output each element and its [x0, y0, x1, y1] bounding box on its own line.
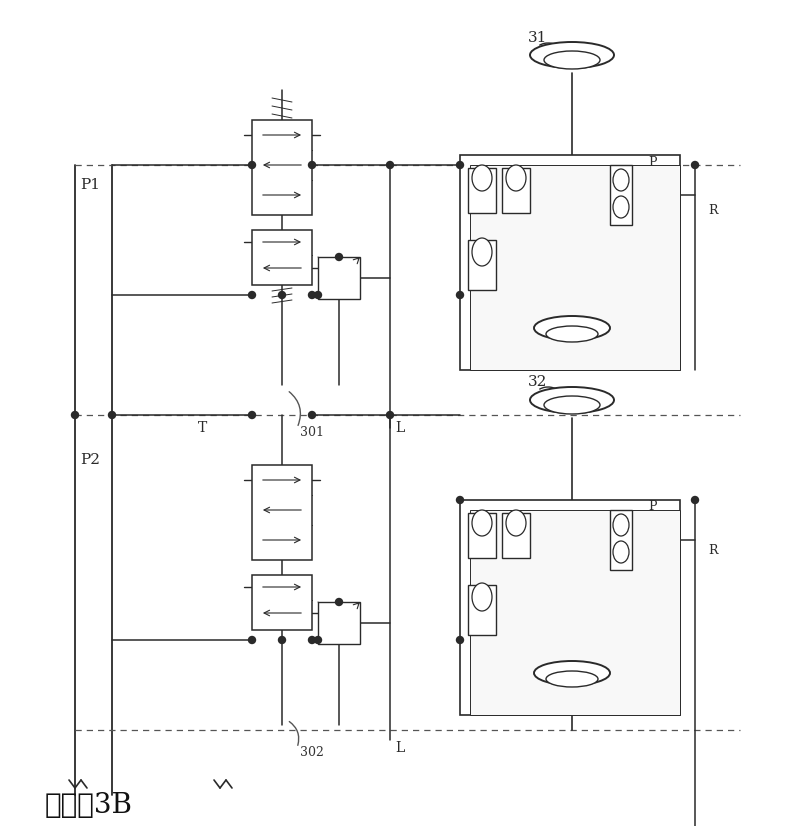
Circle shape	[335, 599, 342, 605]
Circle shape	[457, 637, 463, 643]
Ellipse shape	[530, 42, 614, 68]
Circle shape	[691, 496, 698, 504]
Circle shape	[278, 292, 286, 298]
FancyArrowPatch shape	[289, 392, 301, 425]
Text: 301: 301	[300, 425, 324, 439]
Text: R: R	[708, 544, 718, 557]
Ellipse shape	[613, 169, 629, 191]
Bar	[502, 168, 530, 213]
Ellipse shape	[472, 510, 492, 536]
Ellipse shape	[534, 661, 610, 685]
Bar	[252, 230, 312, 285]
Circle shape	[249, 637, 255, 643]
Bar	[252, 120, 312, 215]
Circle shape	[249, 411, 255, 419]
Circle shape	[71, 411, 78, 419]
Text: P1: P1	[80, 178, 100, 192]
Text: R: R	[708, 203, 718, 216]
Ellipse shape	[544, 396, 600, 414]
Bar	[502, 513, 530, 558]
Circle shape	[314, 637, 322, 643]
Bar	[468, 240, 496, 290]
Circle shape	[309, 637, 315, 643]
Bar	[610, 510, 632, 570]
Bar	[468, 585, 496, 635]
Ellipse shape	[472, 583, 492, 611]
Ellipse shape	[613, 196, 629, 218]
Circle shape	[457, 162, 463, 169]
Bar	[252, 575, 312, 630]
Ellipse shape	[546, 671, 598, 687]
Circle shape	[386, 162, 394, 169]
Ellipse shape	[506, 510, 526, 536]
Text: 31: 31	[528, 31, 547, 45]
Circle shape	[386, 411, 394, 419]
Ellipse shape	[506, 165, 526, 191]
Circle shape	[691, 162, 698, 169]
Bar	[460, 500, 680, 715]
Circle shape	[309, 162, 315, 169]
Bar	[468, 513, 496, 558]
Circle shape	[109, 411, 115, 419]
Text: 32: 32	[528, 375, 547, 389]
Circle shape	[278, 637, 286, 643]
Circle shape	[309, 292, 315, 298]
Text: P: P	[648, 155, 657, 169]
Bar	[470, 165, 680, 370]
Bar	[252, 465, 312, 560]
Bar	[470, 510, 680, 715]
Circle shape	[335, 254, 342, 260]
Ellipse shape	[530, 387, 614, 413]
Text: L: L	[395, 741, 404, 755]
Ellipse shape	[613, 514, 629, 536]
Ellipse shape	[472, 238, 492, 266]
Text: T: T	[198, 421, 207, 435]
Text: P: P	[648, 501, 657, 514]
Ellipse shape	[546, 326, 598, 342]
Circle shape	[457, 292, 463, 298]
Bar	[318, 257, 360, 299]
Circle shape	[314, 292, 322, 298]
Bar	[460, 155, 680, 370]
Circle shape	[249, 292, 255, 298]
Ellipse shape	[544, 51, 600, 69]
Bar	[318, 602, 360, 644]
Ellipse shape	[472, 165, 492, 191]
Ellipse shape	[534, 316, 610, 340]
FancyArrowPatch shape	[290, 722, 298, 745]
Text: L: L	[395, 421, 404, 435]
Circle shape	[309, 411, 315, 419]
Text: P2: P2	[80, 453, 100, 467]
Ellipse shape	[613, 541, 629, 563]
Circle shape	[249, 162, 255, 169]
Text: 下接图3B: 下接图3B	[45, 792, 133, 819]
Bar	[468, 168, 496, 213]
Circle shape	[457, 496, 463, 504]
Bar	[610, 165, 632, 225]
Text: 302: 302	[300, 746, 324, 758]
